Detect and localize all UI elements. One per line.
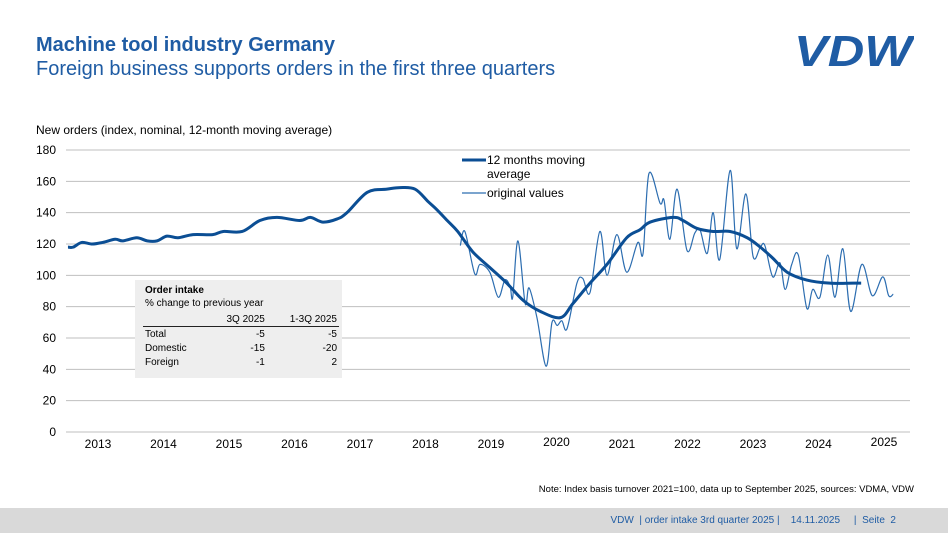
legend-label-original-values: original values bbox=[487, 186, 564, 200]
y-tick-label: 20 bbox=[43, 394, 57, 408]
x-tick-label: 2020 bbox=[543, 435, 570, 449]
footer-bar: VDW | order intake 3rd quarter 2025 | 14… bbox=[0, 508, 948, 533]
legend-label-moving-average: 12 months moving average bbox=[487, 153, 585, 181]
page-subtitle: Foreign business supports orders in the … bbox=[36, 58, 556, 80]
x-tick-label: 2013 bbox=[85, 437, 112, 451]
table-title: Order intake bbox=[145, 285, 204, 296]
page-title: Machine tool industry Germany bbox=[36, 34, 335, 56]
y-tick-label: 140 bbox=[36, 206, 56, 220]
series-moving-average-line bbox=[67, 185, 862, 320]
column-header bbox=[143, 313, 208, 327]
x-tick-label: 2019 bbox=[478, 437, 505, 451]
y-tick-label: 180 bbox=[36, 143, 56, 157]
x-tick-label: 2023 bbox=[740, 437, 767, 451]
x-tick-label: 2018 bbox=[412, 437, 439, 451]
cell: -20 bbox=[322, 343, 337, 354]
table-row: Foreign -1 2 bbox=[143, 355, 339, 369]
y-tick-label: 0 bbox=[49, 425, 56, 439]
table-row: Domestic -15 -20 bbox=[143, 341, 339, 355]
footer-text: VDW | order intake 3rd quarter 2025 | 14… bbox=[610, 515, 896, 526]
x-tick-label: 2017 bbox=[347, 437, 374, 451]
x-tick-label: 2014 bbox=[150, 437, 177, 451]
x-tick-label: 2015 bbox=[216, 437, 243, 451]
row-label: Foreign bbox=[145, 357, 179, 368]
x-tick-label: 2021 bbox=[609, 437, 636, 451]
column-header: 1-3Q 2025 bbox=[266, 313, 339, 327]
x-tick-label: 2025 bbox=[871, 435, 898, 449]
y-tick-label: 80 bbox=[43, 300, 57, 314]
source-note: Note: Index basis turnover 2021=100, dat… bbox=[538, 484, 914, 495]
order-intake-table: Order intake % change to previous year 3… bbox=[135, 280, 342, 378]
x-tick-label: 2024 bbox=[805, 437, 832, 451]
y-tick-label: 40 bbox=[43, 362, 57, 376]
cell: -1 bbox=[255, 357, 265, 368]
x-tick-label: 2022 bbox=[674, 437, 701, 451]
cell: -5 bbox=[328, 329, 337, 340]
vdw-logo: VDW bbox=[794, 28, 914, 72]
chart-title: New orders (index, nominal, 12-month mov… bbox=[36, 123, 333, 137]
cell: -5 bbox=[255, 329, 265, 340]
x-tick-label: 2016 bbox=[281, 437, 308, 451]
y-tick-label: 120 bbox=[36, 237, 56, 251]
cell: -15 bbox=[250, 343, 265, 354]
table-header-row: 3Q 2025 1-3Q 2025 bbox=[143, 313, 339, 327]
svg-text:VDW: VDW bbox=[794, 28, 914, 72]
cell: 2 bbox=[331, 357, 337, 368]
table-subtitle: % change to previous year bbox=[145, 298, 264, 309]
y-tick-label: 60 bbox=[43, 331, 57, 345]
row-label: Total bbox=[145, 329, 167, 340]
y-tick-label: 160 bbox=[36, 174, 56, 188]
y-tick-label: 100 bbox=[36, 268, 56, 282]
column-header: 3Q 2025 bbox=[207, 313, 267, 327]
row-label: Domestic bbox=[145, 343, 187, 354]
table-row: Total -5 -5 bbox=[143, 327, 339, 342]
